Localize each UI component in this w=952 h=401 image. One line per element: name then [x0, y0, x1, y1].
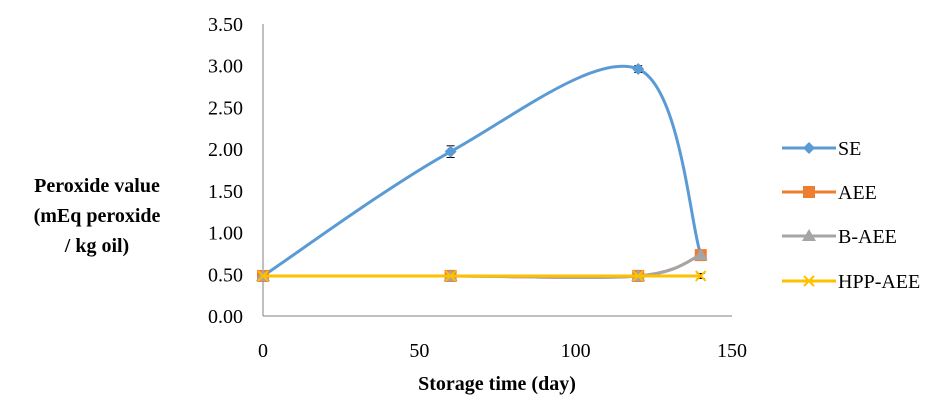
- x-axis-title: Storage time (day): [418, 373, 576, 395]
- legend-marker: [802, 229, 816, 241]
- x-tick-label: 150: [717, 340, 747, 362]
- plot-area: [256, 63, 708, 282]
- legend-marker: [803, 186, 815, 198]
- series-hpp-aee: [257, 270, 707, 282]
- data-point: [693, 248, 708, 261]
- legend-item: B-AEE: [782, 226, 897, 248]
- legend-label: AEE: [838, 182, 877, 204]
- data-point: [695, 270, 707, 282]
- legend-label: B-AEE: [838, 226, 897, 248]
- y-tick-label: 3.00: [208, 56, 243, 78]
- data-point: [632, 63, 645, 76]
- series-se: [257, 63, 707, 282]
- y-axis-title-line-3: / kg oil): [64, 235, 129, 257]
- y-tick-label: 0.50: [208, 264, 243, 286]
- y-tick-label: 3.50: [208, 14, 243, 36]
- legend-item: AEE: [782, 182, 877, 204]
- data-point: [444, 270, 457, 282]
- y-tick-label: 2.00: [208, 139, 243, 161]
- data-point: [257, 270, 269, 282]
- y-tick-label: 2.50: [208, 97, 243, 119]
- x-tick-label: 50: [409, 340, 429, 362]
- legend-label: SE: [838, 138, 861, 160]
- y-axis-title-line-2: (mEq peroxide: [34, 205, 161, 227]
- x-tick-label: 0: [258, 340, 268, 362]
- legend-marker: [803, 275, 815, 287]
- y-axis-title-line-1: Peroxide value: [34, 175, 160, 197]
- data-point: [632, 270, 644, 282]
- legend: SE AEE B-AEE HPP-AEE: [782, 138, 920, 293]
- x-tick-labels: 0 50 100 150: [258, 340, 747, 362]
- legend-marker: [803, 142, 815, 154]
- x-tick-label: 100: [561, 340, 591, 362]
- data-point: [444, 145, 457, 158]
- legend-item: SE: [782, 138, 861, 160]
- y-tick-labels: 0.00 0.50 1.00 1.50 2.00 2.50 3.00 3.50: [208, 14, 243, 328]
- y-tick-label: 1.50: [208, 181, 243, 203]
- y-tick-label: 1.00: [208, 223, 243, 245]
- legend-label: HPP-AEE: [838, 271, 920, 293]
- series-line: [262, 64, 703, 278]
- y-tick-label: 0.00: [208, 306, 243, 328]
- legend-item: HPP-AEE: [782, 271, 920, 293]
